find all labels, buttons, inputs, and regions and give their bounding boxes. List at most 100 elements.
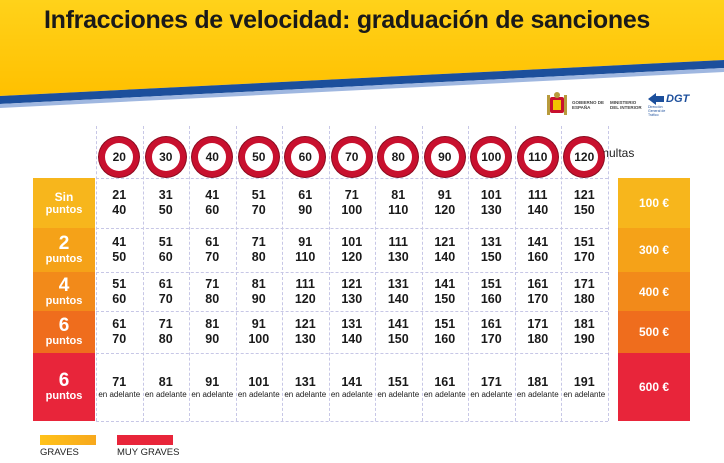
- cell-from: 71: [344, 188, 359, 202]
- cell-from: 121: [434, 235, 456, 249]
- cell-from: 121: [294, 317, 316, 331]
- speed-limit-value: 80: [384, 143, 413, 171]
- column-divider: [607, 126, 609, 421]
- cell-to: 100: [248, 332, 270, 346]
- column-divider: [142, 126, 144, 421]
- cell-to: 50: [158, 203, 173, 217]
- cell-to: 70: [205, 250, 220, 264]
- table-cell: 161 170: [515, 272, 562, 311]
- table-cell: 31 50: [143, 178, 190, 228]
- table-cell: 81 110: [375, 178, 422, 228]
- cell-from: 161: [527, 276, 549, 291]
- column-divider: [561, 126, 562, 421]
- row-label-unit: puntos: [45, 335, 83, 347]
- cell-to: 120: [341, 250, 363, 264]
- cell-from: 121: [341, 276, 363, 291]
- cell-from: 111: [528, 188, 548, 202]
- table-cell: 51 70: [236, 178, 283, 228]
- cell-from: 131: [480, 235, 502, 249]
- speed-limit-value: 40: [198, 143, 227, 171]
- cell-to: 130: [341, 291, 363, 306]
- table-cell: 71 80: [236, 228, 283, 272]
- cell-from: 131: [294, 374, 316, 389]
- cell-from: 121: [573, 188, 595, 202]
- cell-from: 101: [341, 235, 363, 249]
- cell-from: 191: [573, 374, 595, 389]
- cell-to: 180: [527, 332, 549, 346]
- cell-from: 61: [298, 188, 313, 202]
- cell-to: 50: [112, 250, 127, 264]
- cell-to: en adelante: [423, 389, 466, 399]
- row-label-unit: puntos: [45, 390, 83, 402]
- column-divider: [282, 126, 283, 421]
- cell-from: 141: [434, 276, 456, 291]
- cell-to: 160: [434, 332, 456, 346]
- column-divider: [468, 126, 469, 421]
- table-cell: 91 110: [282, 228, 329, 272]
- cell-from: 81: [251, 276, 266, 291]
- cell-from: 71: [205, 276, 220, 291]
- cell-to: 180: [573, 291, 595, 306]
- column-divider: [189, 126, 190, 421]
- cell-from: 151: [434, 317, 456, 331]
- table-cell: 81 en adelante: [143, 353, 190, 421]
- speed-limit-sign-80: 80: [378, 137, 419, 177]
- cell-to: 140: [341, 332, 363, 346]
- ministerio-text: MINISTERIO DEL INTERIOR: [610, 100, 642, 110]
- cell-to: en adelante: [377, 389, 420, 399]
- table-cell: 91 100: [236, 311, 283, 353]
- cell-to: 80: [158, 332, 173, 346]
- row-label-2: 2 puntos: [33, 228, 95, 272]
- cell-to: 60: [112, 291, 127, 306]
- table-cell: 41 50: [96, 228, 143, 272]
- cell-to: en adelante: [237, 389, 280, 399]
- cell-to: en adelante: [284, 389, 327, 399]
- table-cell: 171 180: [515, 311, 562, 353]
- row-divider: [96, 272, 608, 273]
- table-cell: 101 en adelante: [236, 353, 283, 421]
- cell-from: 171: [480, 374, 502, 389]
- cell-to: 150: [480, 250, 502, 264]
- spain-crest-icon: [546, 91, 568, 119]
- column-divider: [421, 126, 423, 421]
- row-label-points: 4: [58, 274, 70, 296]
- cell-from: 181: [573, 317, 595, 331]
- row-label-points: 2: [58, 233, 70, 254]
- table-cell: 71 100: [329, 178, 376, 228]
- table-cell: 71 80: [189, 272, 236, 311]
- table-cell: 121 130: [329, 272, 376, 311]
- cell-to: 130: [294, 332, 316, 346]
- cell-to: 90: [298, 203, 313, 217]
- table-cell: 111 120: [282, 272, 329, 311]
- speed-limit-value: 50: [244, 143, 273, 171]
- cell-to: 70: [251, 203, 266, 217]
- row-label-unit: puntos: [45, 204, 83, 216]
- cell-from: 181: [527, 374, 549, 389]
- table-cell: 111 140: [515, 178, 562, 228]
- table-cell: 61 70: [96, 311, 143, 353]
- cell-from: 161: [480, 317, 502, 331]
- table-cell: 51 60: [96, 272, 143, 311]
- table-cell: 21 40: [96, 178, 143, 228]
- cell-to: en adelante: [563, 389, 606, 399]
- cell-from: 41: [205, 188, 220, 202]
- table-cell: 101 120: [329, 228, 376, 272]
- row-divider: [96, 353, 608, 354]
- cell-to: en adelante: [330, 389, 373, 399]
- cell-from: 101: [480, 188, 502, 202]
- column-divider: [514, 126, 516, 421]
- cell-to: 130: [387, 250, 409, 264]
- header-divider: [96, 178, 608, 179]
- cell-to: 140: [387, 291, 409, 306]
- cell-to: en adelante: [191, 389, 234, 399]
- row-label-1: Sin puntos: [33, 178, 95, 228]
- row-divider: [96, 421, 608, 422]
- row-label-unit: puntos: [45, 253, 83, 265]
- table-cell: 121 150: [561, 178, 608, 228]
- cell-to: 110: [295, 250, 316, 264]
- legend-muy-graves-label: MUY GRAVES: [117, 447, 180, 458]
- cell-to: 70: [158, 291, 173, 306]
- cell-from: 141: [341, 374, 363, 389]
- cell-from: 141: [527, 235, 549, 249]
- dgt-logo: DGT: [648, 93, 689, 105]
